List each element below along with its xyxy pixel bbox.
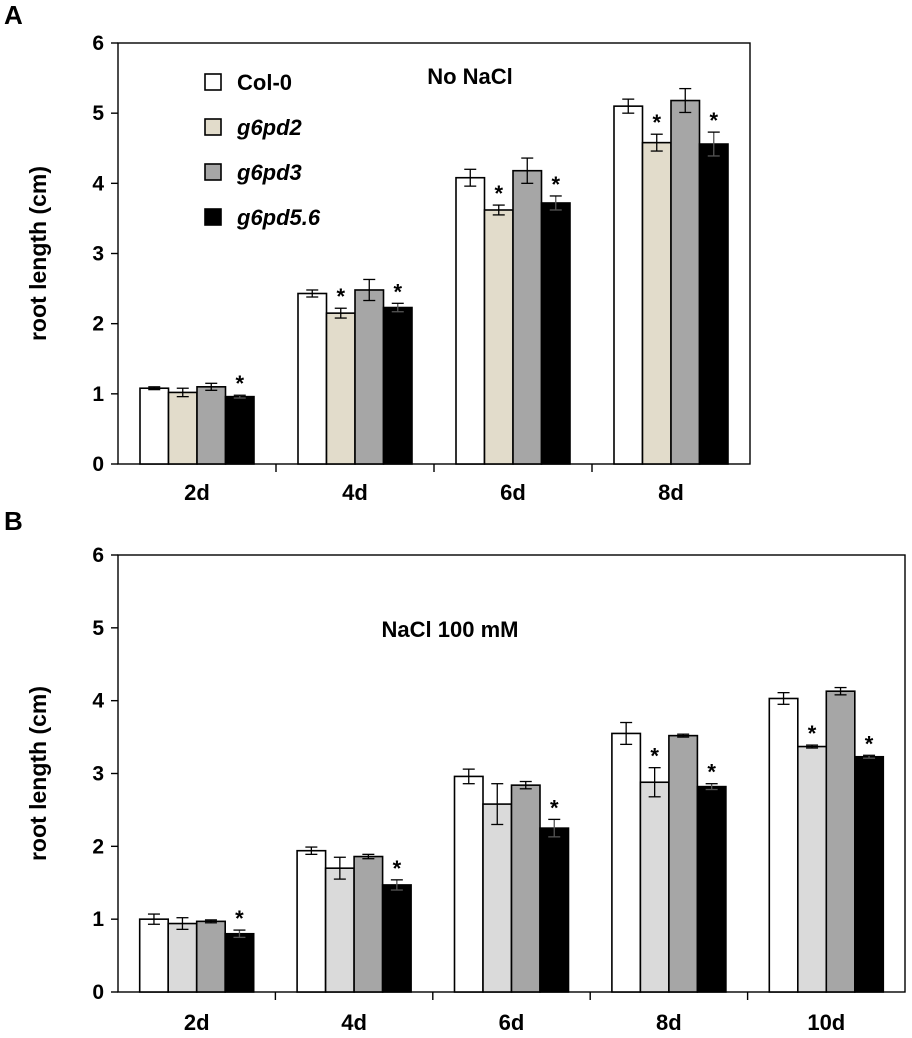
chart-a-bar-g6pd2: [641, 141, 672, 465]
chart-a-y-tick-label: 2: [92, 313, 104, 336]
chart-a-significance-star: *: [235, 371, 244, 396]
chart-b-bar-g6pd3: [195, 920, 226, 993]
chart-a-title: No NaCl: [427, 64, 513, 89]
chart-a-y-tick-label: 3: [92, 243, 104, 266]
chart-a-bar-g6pd56: [224, 395, 255, 465]
chart-b-bar-g6pd3: [510, 784, 541, 993]
chart-a-bar-col0: [139, 387, 170, 465]
chart-b-significance-star: *: [550, 795, 559, 820]
chart-no-nacl: 0 1 2 3 4 5 6 root length (cm) No NaCl 2d * 4d * * 6d *…: [25, 32, 751, 505]
chart-a-y-tick-label: 6: [92, 32, 104, 55]
chart-b-significance-star: *: [808, 721, 817, 746]
legend-label: g6pd2: [236, 115, 303, 140]
chart-b-y-tick-label: 3: [92, 763, 104, 786]
chart-a-significance-star: *: [393, 279, 402, 304]
chart-b-category-label: 4d: [341, 1010, 367, 1035]
chart-a-significance-star: *: [709, 108, 718, 133]
chart-b-bar-g6pd2: [796, 745, 828, 993]
chart-a-bar-col0: [613, 105, 644, 465]
legend-swatch: [204, 118, 222, 136]
chart-a-category-label: 2d: [184, 480, 210, 505]
chart-a-bar-col0: [455, 176, 486, 465]
chart-b-bar-col0: [453, 775, 484, 993]
chart-b-category-label: 10d: [807, 1010, 845, 1035]
chart-a-y-axis-title: root length (cm): [25, 166, 51, 341]
chart-a-y-tick-label: 0: [92, 453, 104, 476]
chart-b-bar-g6pd56: [539, 827, 570, 993]
chart-b-bar-g6pd2: [324, 867, 355, 993]
chart-b-y-tick-label: 6: [92, 544, 104, 567]
chart-b-bar-g6pd3: [353, 855, 384, 993]
chart-b-bar-g6pd3: [668, 734, 699, 993]
chart-a-significance-star: *: [336, 284, 345, 309]
legend-swatch: [204, 208, 222, 226]
chart-b-significance-star: *: [393, 856, 402, 881]
chart-a-category-label: 6d: [500, 480, 526, 505]
chart-b-significance-star: *: [865, 731, 874, 756]
chart-a-bar-col0: [297, 292, 328, 465]
chart-b-category-label: 8d: [656, 1010, 682, 1035]
chart-a-bar-g6pd3: [196, 386, 227, 465]
chart-a-bar-g6pd56: [382, 306, 413, 465]
chart-a-bar-g6pd2: [325, 312, 356, 465]
chart-a-bar-g6pd3: [354, 289, 385, 465]
chart-a-bar-g6pd2: [483, 209, 514, 465]
chart-a-significance-star: *: [551, 172, 560, 197]
chart-b-significance-star: *: [707, 760, 716, 785]
chart-b-y-tick-label: 5: [92, 617, 104, 640]
chart-b-category-label: 2d: [184, 1010, 210, 1035]
chart-a-bar-g6pd3: [512, 169, 543, 465]
chart-a-y-tick-label: 4: [92, 172, 104, 195]
chart-b-bar-g6pd3: [825, 690, 856, 993]
chart-b-y-tick-label: 1: [92, 908, 104, 931]
chart-b-y-axis-title: root length (cm): [25, 686, 51, 861]
chart-b-bar-g6pd56: [381, 884, 412, 993]
legend-label: g6pd3: [236, 160, 302, 185]
panel-letter-a: A: [4, 0, 23, 30]
legend-swatch: [204, 163, 222, 181]
panel-letter-b: B: [4, 506, 23, 536]
chart-b-category-label: 6d: [499, 1010, 525, 1035]
chart-b-significance-star: *: [650, 744, 659, 769]
chart-b-bar-g6pd2: [482, 803, 513, 993]
chart-a-y-tick-label: 1: [92, 383, 104, 406]
chart-b-bar-g6pd56: [224, 932, 255, 993]
legend-swatch: [204, 73, 222, 91]
chart-b-y-tick-label: 0: [92, 981, 104, 1004]
chart-a-y-tick-label: 5: [92, 102, 104, 125]
chart-b-bar-col0: [138, 918, 169, 993]
chart-b-y-tick-label: 2: [92, 835, 104, 858]
chart-b-bar-col0: [296, 849, 327, 993]
chart-b-significance-star: *: [235, 906, 244, 931]
chart-b-bar-g6pd56: [853, 755, 885, 993]
chart-a-significance-star: *: [652, 110, 661, 135]
chart-b-bar-g6pd2: [167, 922, 198, 993]
chart-a-bar-g6pd3: [670, 99, 701, 465]
chart-b-bar-g6pd2: [639, 781, 670, 993]
legend-label: g6pd5.6: [236, 205, 321, 230]
chart-a-significance-star: *: [494, 181, 503, 206]
chart-a-bar-g6pd2: [167, 391, 198, 465]
chart-b-bar-col0: [768, 697, 799, 993]
chart-b-title: NaCl 100 mM: [382, 617, 519, 642]
chart-a-bar-g6pd56: [698, 143, 729, 465]
chart-a-category-label: 8d: [658, 480, 684, 505]
chart-a-category-label: 4d: [342, 480, 368, 505]
chart-b-bar-col0: [611, 732, 642, 993]
chart-a-bar-g6pd56: [540, 202, 571, 465]
chart-b-bar-g6pd56: [696, 785, 727, 993]
chart-b-y-tick-label: 4: [92, 690, 104, 713]
chart-nacl-100mm: 0 1 2 3 4 5 6 root length (cm) NaCl 100 mM 2d * 4d *…: [25, 544, 906, 1035]
legend-label: Col-0: [237, 70, 292, 95]
